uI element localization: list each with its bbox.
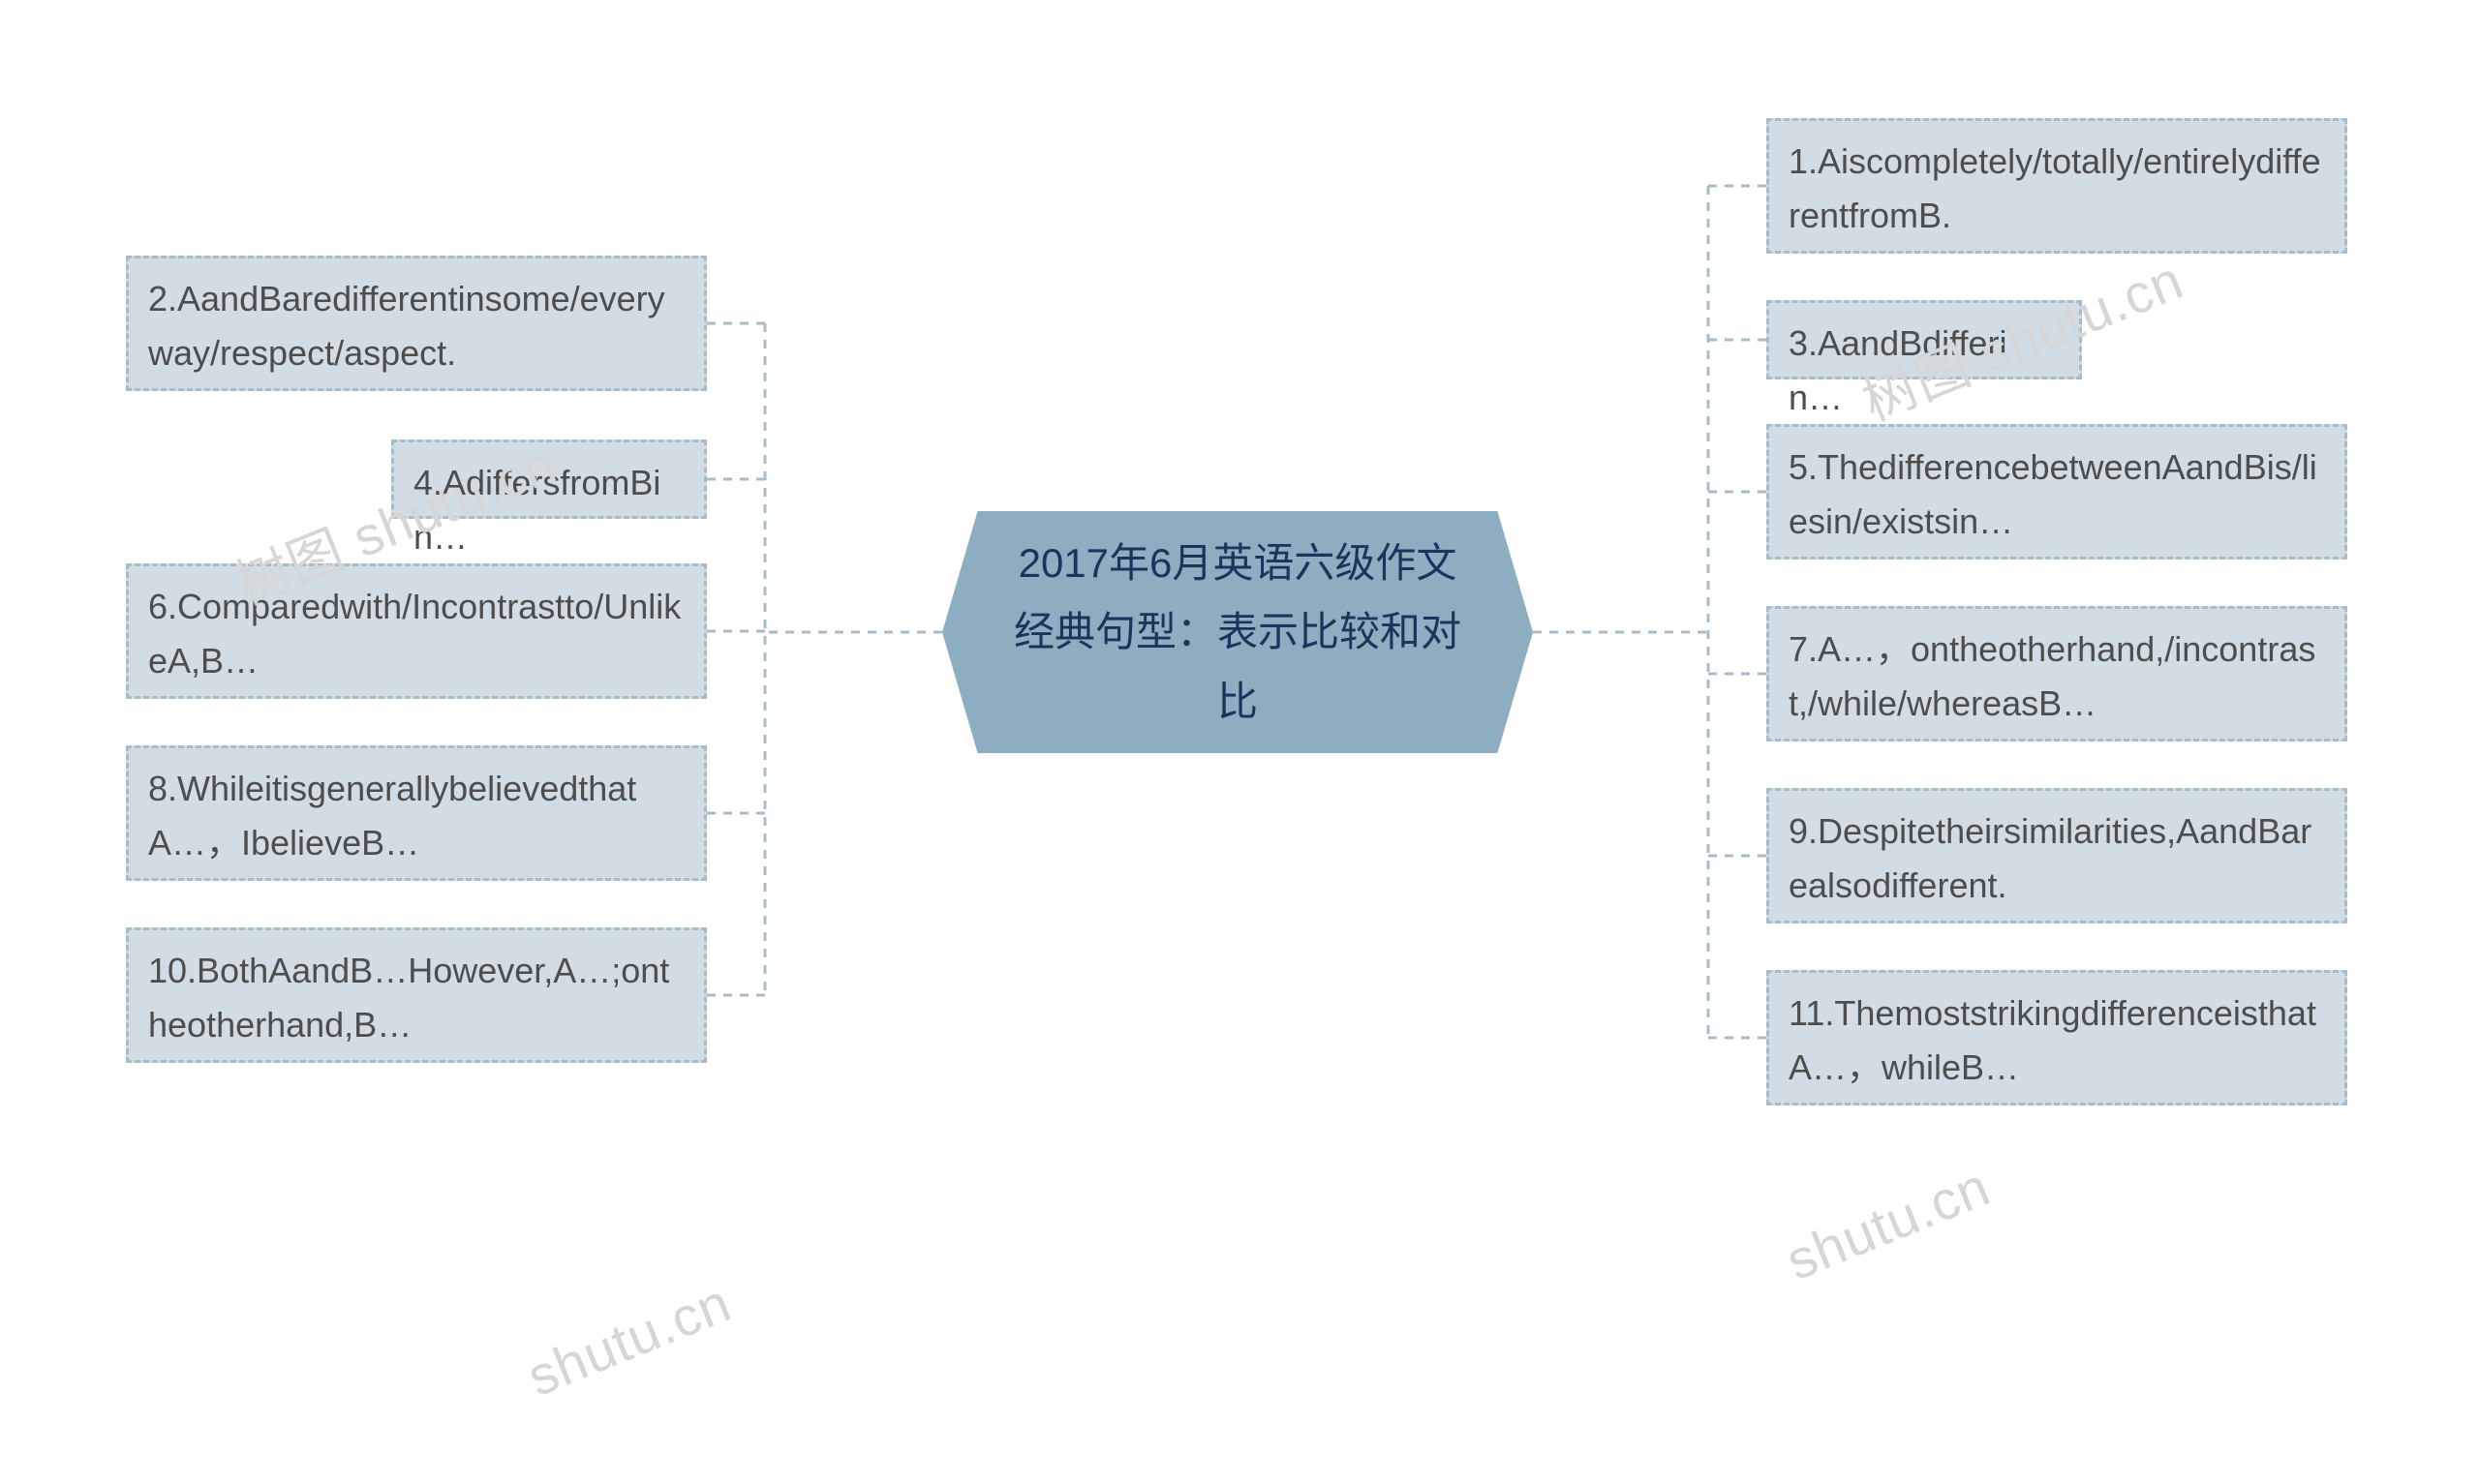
watermark: shutu.cn xyxy=(1778,1154,1999,1292)
leaf-text: 6.Comparedwith/Incontrastto/UnlikeA,B… xyxy=(148,587,681,681)
leaf-node-4: 4.AdiffersfromBin… xyxy=(391,439,707,519)
leaf-node-7: 7.A…，ontheotherhand,/incontrast,/while/w… xyxy=(1766,606,2347,742)
leaf-node-6: 6.Comparedwith/Incontrastto/UnlikeA,B… xyxy=(126,563,707,699)
leaf-text: 3.AandBdifferin… xyxy=(1789,323,2007,417)
leaf-node-1: 1.Aiscompletely/totally/entirelydifferen… xyxy=(1766,118,2347,254)
leaf-text: 9.Despitetheirsimilarities,AandBarealsod… xyxy=(1789,811,2311,905)
leaf-node-9: 9.Despitetheirsimilarities,AandBarealsod… xyxy=(1766,788,2347,924)
leaf-text: 8.WhileitisgenerallybelievedthatA…，Ibeli… xyxy=(148,769,636,863)
leaf-text: 4.AdiffersfromBin… xyxy=(413,463,660,557)
leaf-node-2: 2.AandBaredifferentinsome/everyway/respe… xyxy=(126,256,707,391)
leaf-text: 7.A…，ontheotherhand,/incontrast,/while/w… xyxy=(1789,629,2315,723)
leaf-node-5: 5.ThedifferencebetweenAandBis/liesin/exi… xyxy=(1766,424,2347,560)
leaf-text: 2.AandBaredifferentinsome/everyway/respe… xyxy=(148,279,665,373)
leaf-node-3: 3.AandBdifferin… xyxy=(1766,300,2082,379)
leaf-node-8: 8.WhileitisgenerallybelievedthatA…，Ibeli… xyxy=(126,745,707,881)
leaf-text: 1.Aiscompletely/totally/entirelydifferen… xyxy=(1789,141,2321,235)
leaf-text: 11.ThemoststrikingdifferenceisthatA…，whi… xyxy=(1789,993,2316,1087)
leaf-node-11: 11.ThemoststrikingdifferenceisthatA…，whi… xyxy=(1766,970,2347,1105)
leaf-node-10: 10.BothAandB…However,A…;ontheotherhand,B… xyxy=(126,927,707,1063)
center-node: 2017年6月英语六级作文经典句型：表示比较和对比 xyxy=(942,511,1533,753)
leaf-text: 5.ThedifferencebetweenAandBis/liesin/exi… xyxy=(1789,447,2317,541)
center-node-text: 2017年6月英语六级作文经典句型：表示比较和对比 xyxy=(1000,529,1475,736)
watermark: shutu.cn xyxy=(519,1270,740,1408)
leaf-text: 10.BothAandB…However,A…;ontheotherhand,B… xyxy=(148,951,669,1045)
